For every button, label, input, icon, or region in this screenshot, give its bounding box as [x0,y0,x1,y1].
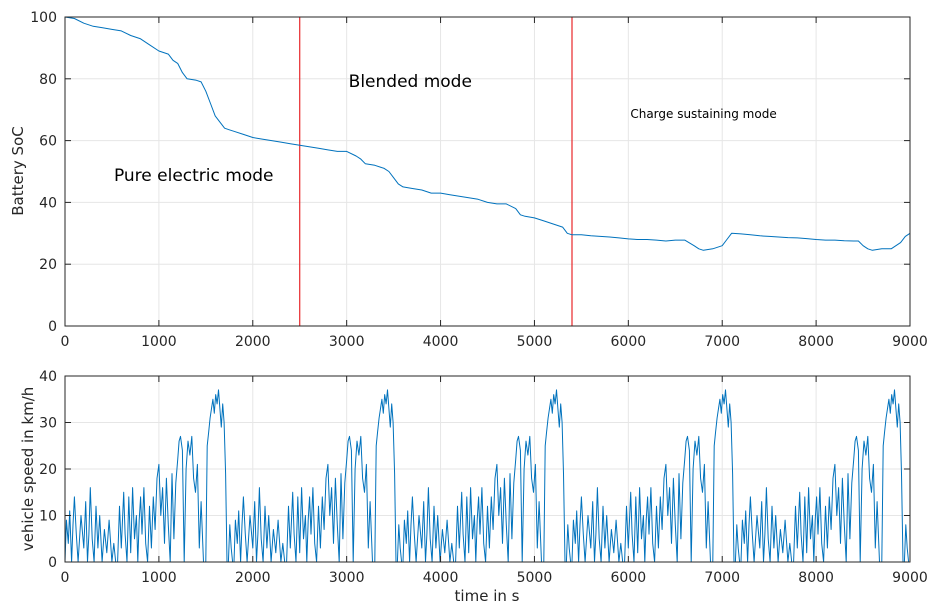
y-tick-label: 40 [39,195,57,211]
mode-boundaries [299,17,573,326]
speed-x-axis-label: time in s [455,587,520,605]
x-tick-label: 7000 [704,334,740,350]
x-tick-label: 4000 [423,570,459,586]
mode-annotation: Charge sustaining mode [630,107,776,121]
x-tick-label: 8000 [798,570,834,586]
soc-series [64,16,911,251]
y-tick-label: 40 [39,369,57,385]
x-tick-label: 2000 [235,334,271,350]
speed-x-ticks: 0 1000 2000 3000 4000 5000 6000 7000 8000 9000 [61,376,928,586]
x-tick-label: 5000 [517,570,553,586]
x-tick-label: 9000 [892,570,928,586]
x-tick-label: 3000 [329,334,365,350]
x-tick-label: 6000 [611,570,647,586]
x-tick-label: 1000 [141,334,177,350]
mode-annotation: Pure electric mode [114,166,274,186]
y-tick-label: 20 [39,462,57,478]
soc-x-ticks: 0 1000 2000 3000 4000 5000 6000 7000 8000 9000 [61,17,928,350]
series-line [64,16,911,251]
soc-y-ticks: 0 20 40 60 80 100 [30,10,910,335]
x-tick-label: 8000 [798,334,834,350]
y-tick-label: 60 [39,134,57,150]
x-tick-label: 2000 [235,570,271,586]
speed-axes: 0 1000 2000 3000 4000 5000 6000 7000 8000 9000 0 1… [19,369,928,605]
y-tick-label: 0 [48,319,57,335]
speed-y-axis-label: vehicle speed in km/h [19,387,37,552]
y-tick-label: 10 [39,509,57,525]
speed-y-ticks: 0 10 20 30 40 [39,369,910,571]
soc-axes: 0 1000 2000 3000 4000 5000 6000 7000 8000 9000 0 2… [9,10,928,350]
soc-plot-area [65,17,910,326]
series-line [64,389,910,563]
x-tick-label: 9000 [892,334,928,350]
y-tick-label: 80 [39,72,57,88]
x-tick-label: 4000 [423,334,459,350]
mode-annotations: Pure electric mode Blended mode Charge sus… [114,72,777,186]
soc-axes-box [64,16,911,327]
y-tick-label: 20 [39,257,57,273]
speed-series [64,389,910,563]
x-tick-label: 6000 [611,334,647,350]
y-tick-label: 30 [39,416,57,432]
x-tick-label: 5000 [517,334,553,350]
x-tick-label: 7000 [704,570,740,586]
x-tick-label: 1000 [141,570,177,586]
y-tick-label: 100 [30,10,57,26]
soc-y-axis-label: Battery SoC [9,126,27,215]
x-tick-label: 0 [61,570,70,586]
x-tick-label: 3000 [329,570,365,586]
y-tick-label: 0 [48,555,57,571]
x-tick-label: 0 [61,334,70,350]
mode-annotation: Blended mode [349,72,472,92]
